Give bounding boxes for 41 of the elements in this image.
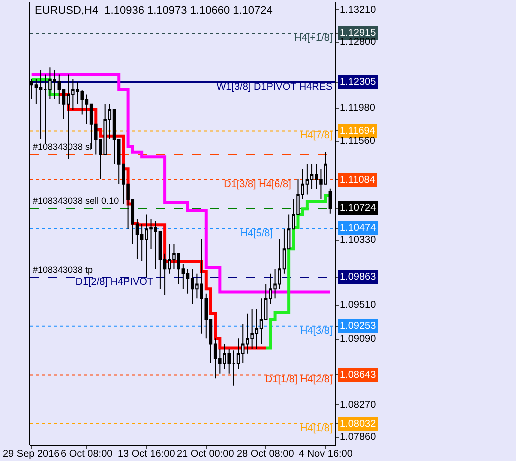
x-tick-label: 21 Oct 00:00 [177,449,235,460]
ref-line-label: #108343038 tp [33,265,94,275]
y-tick-label: 1.11694 [340,126,376,137]
y-tick-label: 1.11980 [340,103,376,114]
x-tick-label: 6 Oct 08:00 [61,449,114,460]
y-tick-label: 1.08032 [340,419,377,430]
y-tick-label: 1.12305 [340,77,377,88]
y-tick-label: 1.11560 [340,136,376,147]
y-tick-label: 1.08643 [340,370,377,381]
y-tick-label: 1.09863 [340,272,377,283]
y-tick-label: 1.09090 [340,334,377,345]
candlestick [44,74,48,145]
x-tick-label: 29 Sep 2016 [3,449,60,460]
annotation: H4[5/8] [240,228,274,240]
y-tick-label: 1.13210 [340,5,377,16]
annotation: D1[1/8] H4[2/8] [265,374,333,386]
y-tick-label: 1.10724 [340,203,377,214]
y-tick-label: 1.09253 [340,321,377,332]
candlestick [328,188,332,214]
annotation: W1[3/8] D1PIVOT H4RES [216,82,334,93]
annotation: D1[3/8] H4[6/8] [224,180,292,190]
y-tick-label: 1.10474 [340,223,377,234]
ref-line-label: #108343038 sell 0.10 [33,196,120,206]
y-tick-label: 1.09510 [340,300,377,311]
y-tick-label: 1.08270 [340,400,377,411]
x-tick-label: 13 Oct 16:00 [118,449,176,460]
annotation: H4[+1/8] [294,33,333,44]
y-tick-label: 1.10330 [340,235,377,246]
y-tick-label: 1.07860 [340,432,377,443]
y-tick-label: 1.12915 [340,28,377,39]
candlestick [232,350,236,386]
x-tick-label: 4 Nov 16:00 [299,449,354,460]
chart-title: EURUSD,H4 1.10936 1.10973 1.10660 1.10724 [35,5,273,17]
y-tick-label: 1.12800 [340,37,377,48]
annotation: H4[1/8] [300,424,333,435]
candlestick [39,69,43,140]
annotation: H4[7/8] [300,130,333,142]
y-tick-label: 1.11084 [340,175,376,186]
x-tick-label: 28 Oct 08:00 [237,449,295,460]
annotation: D1[2/8] H4PIVOT [76,277,154,288]
annotation: H4[3/8] [300,326,333,337]
